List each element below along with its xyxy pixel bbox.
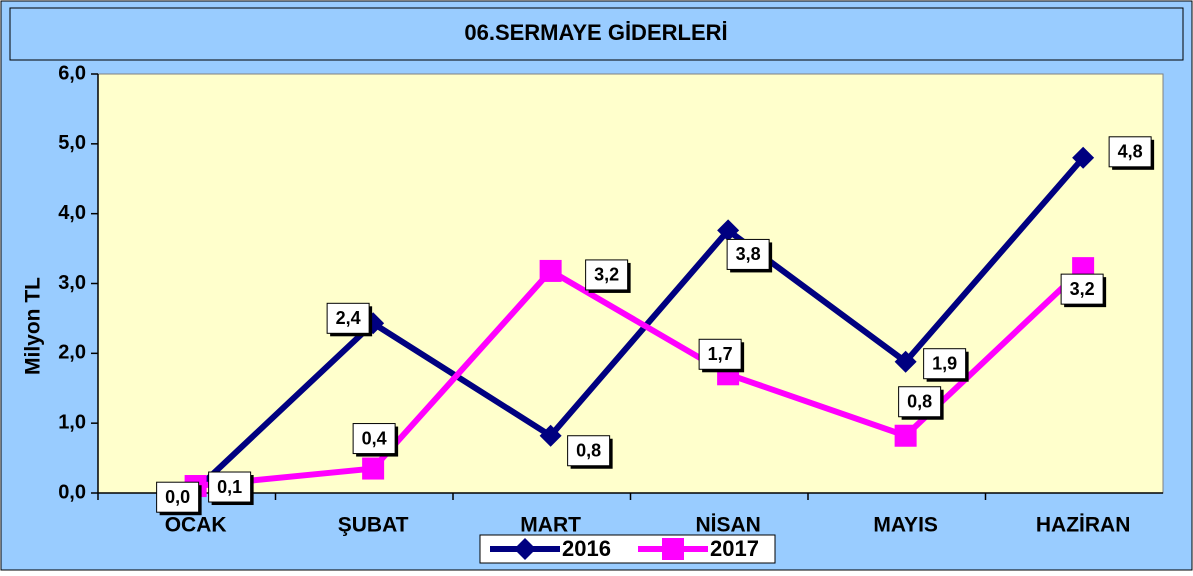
x-tick-label: OCAK: [165, 514, 227, 537]
y-tick-label: 1,0: [58, 411, 86, 433]
marker: [894, 424, 917, 447]
y-tick-label: 0,0: [58, 481, 86, 503]
y-tick-label: 5,0: [58, 132, 86, 154]
label-box: [352, 423, 396, 455]
marker: [894, 350, 917, 373]
data-label: 0,8: [576, 440, 601, 460]
x-tick-label: NİSAN: [695, 514, 760, 537]
marker: [662, 538, 684, 560]
marker: [539, 424, 562, 447]
data-label: 4,8: [1118, 142, 1143, 162]
label-box: [585, 259, 629, 291]
label-box: [698, 338, 742, 370]
x-tick-label: MART: [520, 514, 581, 537]
data-label: 0,8: [907, 391, 932, 411]
label-box: [208, 471, 252, 503]
label-box: [923, 348, 967, 380]
line: [193, 155, 1086, 493]
label-box: [1108, 136, 1152, 168]
data-label: 1,7: [708, 344, 733, 364]
title-box: [9, 7, 1184, 61]
data-label: 0,0: [165, 487, 190, 507]
legend-label: 2017: [710, 536, 759, 561]
y-tick-label: 3,0: [58, 272, 86, 294]
data-label: 3,8: [736, 244, 761, 264]
data-label: 0,1: [217, 477, 242, 497]
marker: [539, 259, 562, 282]
data-label: 2,4: [336, 308, 361, 328]
y-tick-label: 2,0: [58, 342, 86, 364]
label-box: [898, 386, 942, 418]
label-box: [1060, 273, 1104, 305]
marker: [717, 219, 740, 242]
data-label: 3,2: [1070, 279, 1095, 299]
marker: [362, 457, 385, 480]
legend-label: 2016: [562, 536, 611, 561]
label-box: [567, 435, 611, 467]
data-label: 1,9: [932, 353, 957, 373]
y-tick-label: 6,0: [58, 62, 86, 84]
x-tick-label: HAZİRAN: [1036, 514, 1131, 537]
label-box: [726, 238, 770, 270]
data-label: 3,2: [594, 265, 619, 285]
label-box: [156, 481, 200, 513]
marker: [514, 538, 536, 560]
chart-title: 06.SERMAYE GİDERLERİ: [464, 20, 727, 45]
label-box: [326, 302, 370, 334]
x-tick-label: ŞUBAT: [338, 514, 409, 537]
y-axis-label: Milyon TL: [22, 277, 45, 375]
x-tick-label: MAYIS: [873, 514, 938, 537]
marker: [1072, 146, 1095, 169]
data-label: 0,4: [362, 428, 387, 448]
y-tick-label: 4,0: [58, 202, 86, 224]
